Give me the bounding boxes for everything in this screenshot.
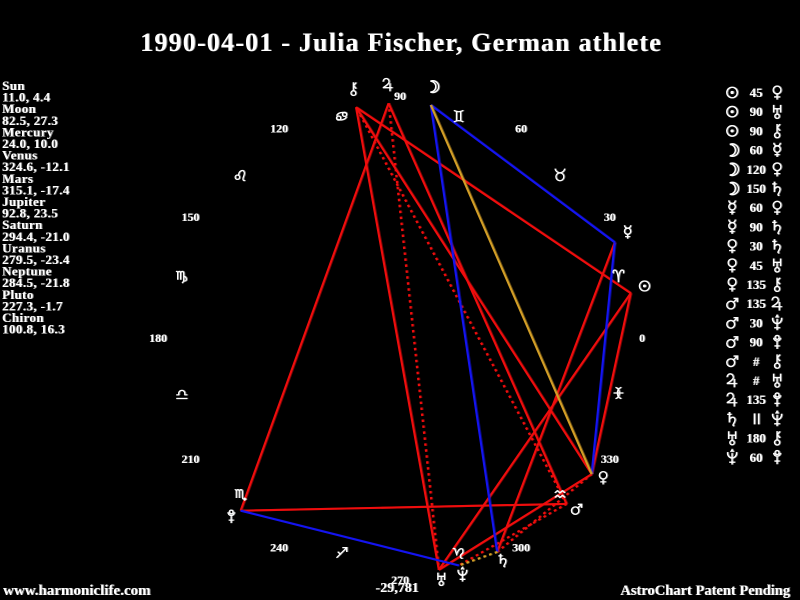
svg-text:60: 60 bbox=[750, 450, 763, 465]
svg-text:294.4, -21.0: 294.4, -21.0 bbox=[2, 229, 70, 244]
svg-text:284.5, -21.8: 284.5, -21.8 bbox=[2, 275, 70, 290]
svg-text:90: 90 bbox=[750, 335, 763, 350]
svg-text:Neptune: Neptune bbox=[2, 264, 52, 279]
svg-text:60: 60 bbox=[750, 200, 763, 215]
svg-text:Saturn: Saturn bbox=[2, 217, 43, 232]
svg-text:1990-04-01 - Julia Fischer, Ge: 1990-04-01 - Julia Fischer, German athle… bbox=[140, 28, 662, 57]
svg-text:135: 135 bbox=[746, 296, 766, 311]
svg-text:Mars: Mars bbox=[2, 171, 33, 186]
svg-text:30: 30 bbox=[750, 315, 763, 330]
svg-text:270: 270 bbox=[391, 573, 409, 587]
svg-text:227.3, -1.7: 227.3, -1.7 bbox=[2, 298, 63, 313]
svg-text:Chiron: Chiron bbox=[2, 310, 44, 325]
svg-text:Mercury: Mercury bbox=[2, 124, 54, 139]
svg-text:60: 60 bbox=[750, 143, 763, 158]
svg-text:150: 150 bbox=[746, 181, 766, 196]
svg-text:120: 120 bbox=[270, 121, 288, 135]
svg-text:279.5, -23.4: 279.5, -23.4 bbox=[2, 252, 70, 267]
svg-text:240: 240 bbox=[270, 541, 288, 555]
svg-text:180: 180 bbox=[746, 431, 766, 446]
svg-text:30: 30 bbox=[750, 239, 763, 254]
svg-text:90: 90 bbox=[750, 123, 763, 138]
svg-text:Venus: Venus bbox=[2, 148, 37, 163]
svg-text:210: 210 bbox=[181, 452, 199, 466]
svg-text:Sun: Sun bbox=[2, 78, 25, 93]
svg-text:Uranus: Uranus bbox=[2, 240, 46, 255]
svg-text:180: 180 bbox=[149, 331, 167, 345]
svg-text:Jupiter: Jupiter bbox=[2, 194, 45, 209]
svg-text:135: 135 bbox=[746, 392, 766, 407]
svg-text:120: 120 bbox=[746, 162, 766, 177]
svg-text:45: 45 bbox=[750, 85, 764, 100]
svg-text:90: 90 bbox=[750, 104, 763, 119]
svg-text:300: 300 bbox=[512, 541, 530, 555]
svg-text:11.0, 4.4: 11.0, 4.4 bbox=[2, 90, 50, 105]
svg-text:-29,781: -29,781 bbox=[375, 581, 418, 596]
svg-text:AstroChart Patent Pending: AstroChart Patent Pending bbox=[620, 583, 790, 599]
svg-text:www.harmoniclife.com: www.harmoniclife.com bbox=[3, 583, 151, 599]
svg-text:90: 90 bbox=[750, 219, 763, 234]
svg-text:Moon: Moon bbox=[2, 101, 36, 116]
svg-text:#: # bbox=[753, 354, 760, 369]
svg-text:30: 30 bbox=[604, 210, 616, 224]
svg-text:330: 330 bbox=[601, 452, 619, 466]
svg-text:#: # bbox=[753, 373, 760, 388]
svg-text:82.5, 27.3: 82.5, 27.3 bbox=[2, 113, 58, 128]
svg-text:0: 0 bbox=[639, 331, 645, 345]
svg-text:324.6, -12.1: 324.6, -12.1 bbox=[2, 159, 70, 174]
svg-text:90: 90 bbox=[394, 89, 406, 103]
svg-text:60: 60 bbox=[515, 121, 527, 135]
svg-text:Pluto: Pluto bbox=[2, 287, 34, 302]
svg-text:24.0, 10.0: 24.0, 10.0 bbox=[2, 136, 58, 151]
svg-text:150: 150 bbox=[181, 210, 199, 224]
svg-text:92.8, 23.5: 92.8, 23.5 bbox=[2, 206, 58, 221]
svg-text:100.8, 16.3: 100.8, 16.3 bbox=[2, 322, 65, 337]
svg-text:315.1, -17.4: 315.1, -17.4 bbox=[2, 182, 70, 197]
svg-text:45: 45 bbox=[750, 258, 764, 273]
svg-text:135: 135 bbox=[746, 277, 766, 292]
